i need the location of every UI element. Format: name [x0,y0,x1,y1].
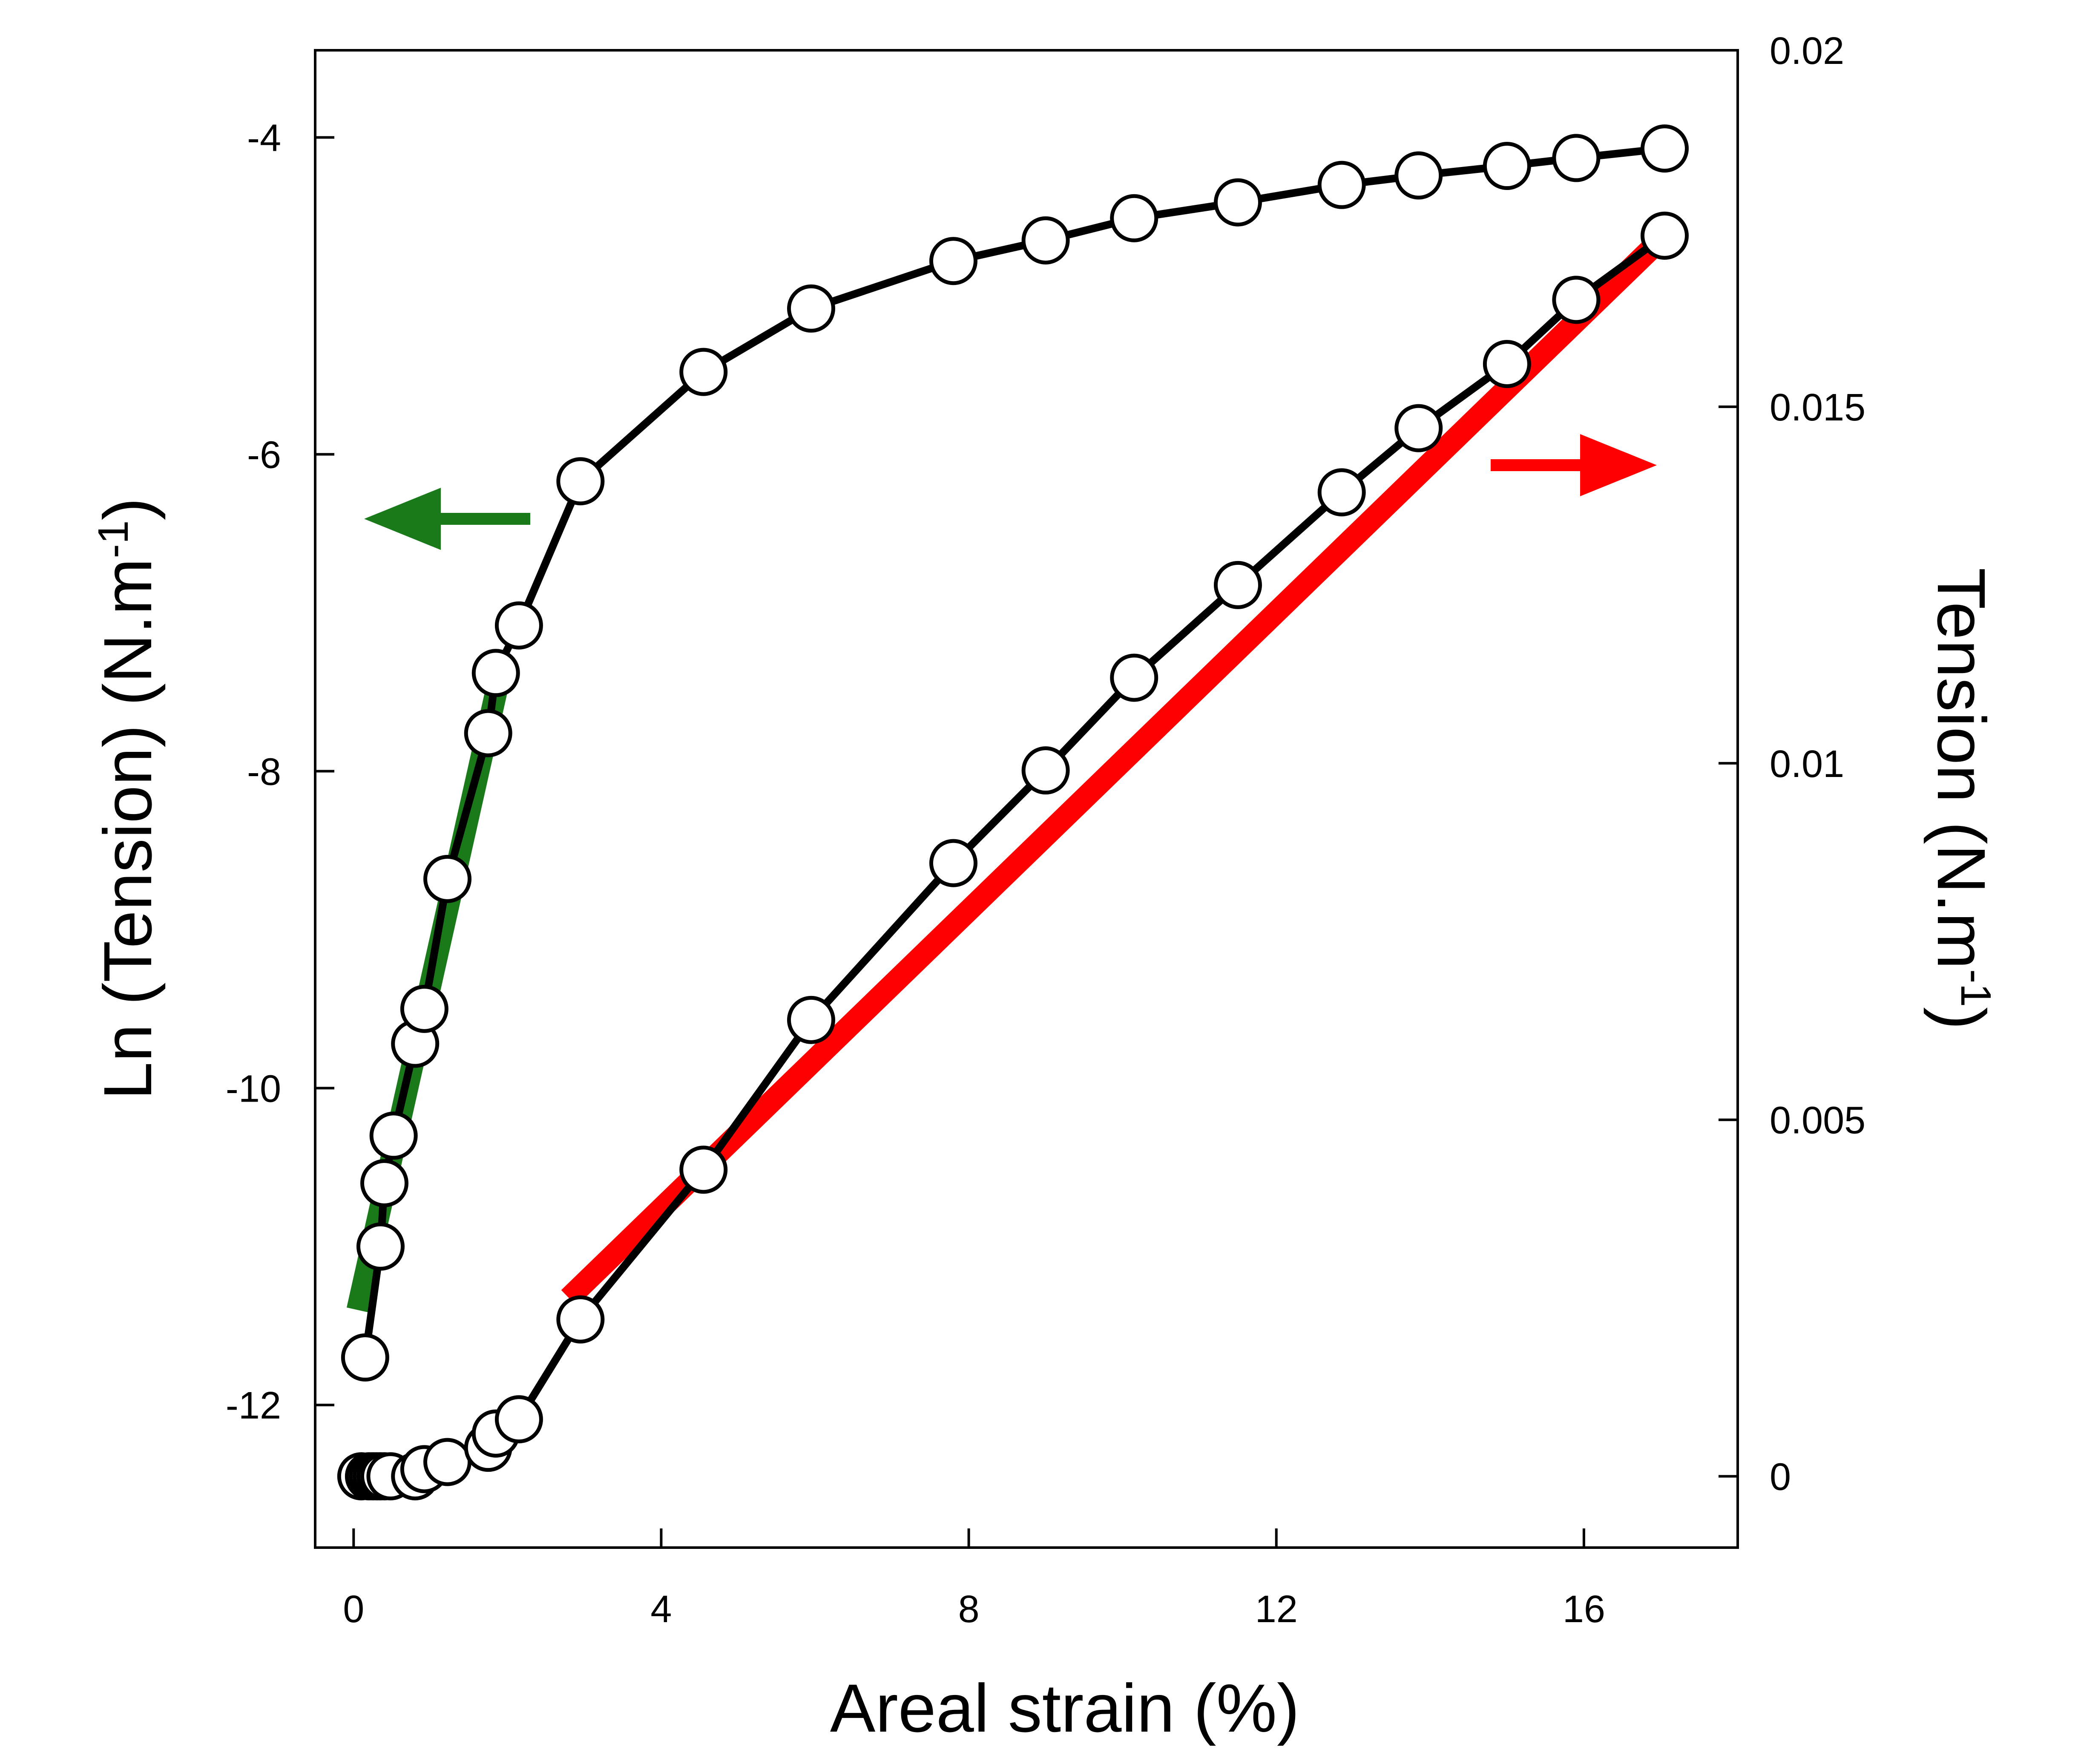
y-right-tick-label: 0.01 [1770,743,1844,786]
y-left-tick-label: -4 [247,117,281,160]
tension-point [556,1295,605,1344]
ln-tension-point [679,348,728,396]
ln-tension-point [471,649,520,697]
tension-point [1640,211,1689,260]
tension-point [787,996,835,1044]
ln-tension-point [556,457,605,506]
y-right-tick-label: 0.015 [1770,386,1865,429]
x-tick-label: 8 [958,1588,980,1631]
ln-tension-point [341,1333,389,1382]
left-axis-arrow [364,488,530,550]
ln-tension-point [356,1222,405,1271]
ln-tension-point [787,284,835,333]
tension-point [1552,276,1601,324]
ln-tension-point [1483,142,1531,190]
tension-point [494,1395,543,1444]
ln-tension-point [1317,161,1366,209]
y-left-tick-label: -6 [247,434,281,476]
y-right-tick-label: 0.005 [1770,1099,1865,1142]
y-axis-right-title: Tension (N.m-1) [1923,568,2000,1030]
ln-tension-point [423,855,472,903]
y-axis-left-title-main: Ln (Tension) (N.m [89,558,166,1099]
series-lines [361,144,1667,1480]
y-axis-left-title: Ln (Tension) (N.m-1) [89,498,166,1100]
tension-point [1483,340,1531,388]
ln-tension-point [1640,124,1689,173]
linear-fit-line [561,227,1673,1306]
y-axis-left-title-exp: -1 [89,520,137,558]
ln-tension-point [1552,134,1601,182]
y-axis-left-title-close: ) [89,498,166,520]
tension-point [679,1145,728,1194]
fit-lines [346,227,1673,1312]
ln-tension-point [369,1111,418,1160]
x-tick-label: 12 [1255,1588,1298,1631]
tension-point [1021,746,1070,795]
ln-tension-point [929,237,977,285]
tension-point [1110,653,1158,702]
y-left-tick-label: -8 [247,751,281,793]
ln-tension-point [494,601,543,650]
x-tick-label: 16 [1563,1588,1605,1631]
x-axis: 0 4 8 12 16 [343,1528,1605,1631]
tension-point [423,1438,472,1486]
x-tick-label: 4 [650,1588,672,1631]
y-axis-right-title-close: ) [1923,1007,2000,1030]
y-left-tick-label: -10 [226,1068,281,1110]
y-right-tick-label: 0 [1770,1456,1791,1499]
ln-tension-point [1110,194,1158,242]
x-axis-title: Areal strain (%) [830,1670,1300,1746]
y-right-tick-label: 0.02 [1770,30,1844,72]
y-axis-left: -4 -6 -8 -10 -12 [226,117,334,1427]
tension-point [1394,404,1443,452]
tension-point [929,839,977,887]
ln-tension-point [1394,151,1443,200]
right-axis-arrow [1491,434,1657,496]
ln-tension-series-line [361,144,1665,1358]
ln-tension-point [360,1159,408,1207]
y-axis-right: 0.02 0.015 0.01 0.005 0 [1719,30,1865,1499]
tension-point [1317,468,1366,517]
x-tick-label: 0 [343,1588,364,1631]
y-left-tick-label: -12 [226,1384,281,1427]
ln-tension-point [1213,178,1262,227]
ln-tension-point [400,984,448,1033]
ln-tension-point [1021,216,1070,265]
plot-frame [314,49,1739,1549]
ln-tension-point [464,709,512,757]
series-points [337,124,1689,1501]
y-axis-right-title-main: Tension (N.m [1923,568,2000,970]
tension-point [1213,561,1262,609]
y-axis-right-title-exp: -1 [1952,969,2000,1007]
